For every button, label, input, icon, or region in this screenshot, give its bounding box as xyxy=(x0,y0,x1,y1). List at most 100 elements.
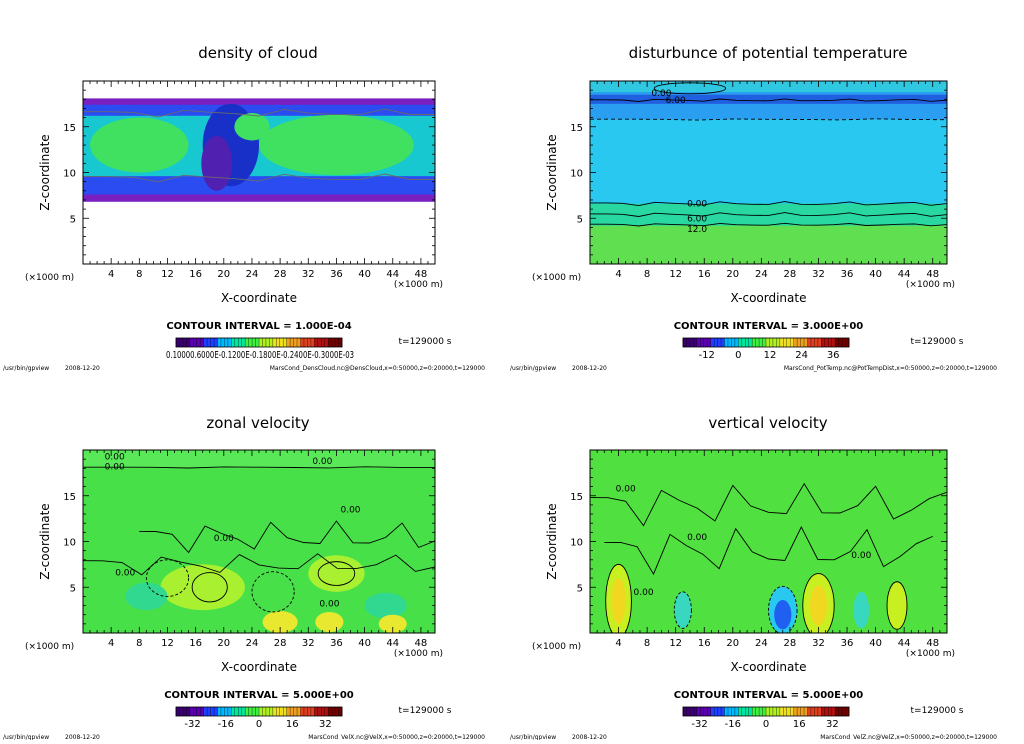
contour-label: 0.00 xyxy=(214,534,234,544)
x-tick-label: 32 xyxy=(812,269,825,280)
contour-interval: CONTOUR INTERVAL = 1.000E-04 xyxy=(166,321,351,332)
x-tick-label: 28 xyxy=(784,638,797,649)
colorbar-tick-labels: 0.10000.6000E-0.1200E-0.1800E-0.2400E-0.… xyxy=(166,350,354,361)
field-band xyxy=(83,450,435,469)
colorbar-frame xyxy=(682,706,850,717)
y-tick-label: 5 xyxy=(577,214,583,225)
chart-panel-velx: zonal velocity0.000.000.000.000.000.000.… xyxy=(3,414,485,741)
x-tick-label: 48 xyxy=(415,638,428,649)
x-tick-label: 44 xyxy=(386,638,399,649)
field-cell xyxy=(768,585,798,633)
x-tick-label: 48 xyxy=(926,269,939,280)
field-cell xyxy=(674,591,692,629)
field-cell xyxy=(809,585,828,626)
y-tick-label: 15 xyxy=(570,123,583,134)
contour-label: 0.00 xyxy=(105,452,125,462)
footer-date: 2008-12-20 xyxy=(572,365,607,372)
x-unit-label: (×1000 m) xyxy=(394,649,443,659)
contour-line xyxy=(590,212,947,217)
x-tick-label: 40 xyxy=(869,269,882,280)
chart-title: disturbunce of potential temperature xyxy=(629,44,908,62)
x-axis-label: X-coordinate xyxy=(731,291,807,305)
contour-line xyxy=(590,118,947,121)
x-tick-label: 36 xyxy=(330,269,343,280)
contour-interval: CONTOUR INTERVAL = 5.000E+00 xyxy=(164,690,354,701)
field-cell xyxy=(605,563,632,633)
colorbar-frame xyxy=(175,706,343,717)
x-tick-label: 20 xyxy=(726,269,739,280)
x-tick-label: 8 xyxy=(136,269,142,280)
heatmap-field xyxy=(590,81,947,264)
colorbar-tick-label: 32 xyxy=(826,719,839,730)
y-tick-label: 5 xyxy=(70,214,76,225)
colorbar-tick-label: -12 xyxy=(699,350,715,361)
x-tick-label: 12 xyxy=(669,638,682,649)
contour-line xyxy=(83,173,435,183)
colorbar-tick-label: 0 xyxy=(735,350,741,361)
contour-line xyxy=(604,525,933,576)
x-unit-label: (×1000 m) xyxy=(394,280,443,290)
contour-label: 0.00 xyxy=(115,569,135,579)
y-tick-label: 15 xyxy=(570,492,583,503)
y-tick-label: 10 xyxy=(63,169,76,180)
colorbar-frame xyxy=(175,337,343,348)
y-unit-label: (×1000 m) xyxy=(25,642,74,652)
field-cell xyxy=(886,581,908,630)
heatmap-field xyxy=(83,450,435,633)
colorbar-tick-label: -16 xyxy=(725,719,741,730)
colorbar-tick-label: 16 xyxy=(793,719,806,730)
field-cell xyxy=(378,614,407,633)
chart-title: vertical velocity xyxy=(708,414,827,432)
time-label: t=129000 s xyxy=(911,706,964,716)
y-tick-label: 15 xyxy=(63,123,76,134)
field-cell xyxy=(90,117,189,173)
contour-line xyxy=(83,553,435,576)
contour-line xyxy=(83,108,435,118)
x-tick-label: 8 xyxy=(644,269,650,280)
x-tick-label: 16 xyxy=(189,269,202,280)
contour-line xyxy=(590,222,947,227)
field-cell xyxy=(145,559,190,597)
contour-line xyxy=(590,98,947,102)
x-tick-label: 4 xyxy=(615,638,621,649)
contour-label: 6.00 xyxy=(687,214,707,224)
y-tick-label: 10 xyxy=(570,169,583,180)
heatmap-field xyxy=(590,450,947,633)
colorbar-tick-label: -32 xyxy=(184,719,200,730)
y-axis-label: Z-coordinate xyxy=(38,503,52,579)
contour-label: 6.00 xyxy=(666,96,686,106)
x-tick-label: 40 xyxy=(358,638,371,649)
contour-label: 0.00 xyxy=(651,89,671,99)
contour-label: 0.00 xyxy=(687,533,707,543)
field-cell xyxy=(315,611,344,633)
footer-file: MarsCond_DensCloud.nc@DensCloud,x=0:5000… xyxy=(270,365,485,372)
heatmap-field xyxy=(83,81,435,264)
time-label: t=129000 s xyxy=(911,337,964,347)
field-cell xyxy=(251,571,295,613)
colorbar-frame xyxy=(682,337,850,348)
chart-title: density of cloud xyxy=(198,44,318,62)
footer-date: 2008-12-20 xyxy=(65,734,100,740)
colorbar-tick-label: 16 xyxy=(286,719,299,730)
x-tick-label: 28 xyxy=(784,269,797,280)
contour-interval: CONTOUR INTERVAL = 3.000E+00 xyxy=(674,321,864,332)
contour-label: 0.00 xyxy=(319,600,339,610)
field-cell xyxy=(191,572,228,603)
x-tick-label: 32 xyxy=(302,638,315,649)
x-tick-label: 24 xyxy=(246,638,259,649)
x-tick-label: 12 xyxy=(669,269,682,280)
y-tick-label: 10 xyxy=(63,538,76,549)
contour-interval: CONTOUR INTERVAL = 5.000E+00 xyxy=(674,690,864,701)
x-tick-label: 40 xyxy=(358,269,371,280)
chart-title: zonal velocity xyxy=(206,414,309,432)
contour-label: 0.00 xyxy=(851,551,871,561)
field-cell xyxy=(125,582,168,611)
x-tick-label: 44 xyxy=(898,638,911,649)
field-cell xyxy=(234,113,270,141)
time-label: t=129000 s xyxy=(399,706,452,716)
x-tick-label: 28 xyxy=(274,638,287,649)
x-tick-label: 4 xyxy=(108,638,114,649)
x-tick-label: 36 xyxy=(841,638,854,649)
